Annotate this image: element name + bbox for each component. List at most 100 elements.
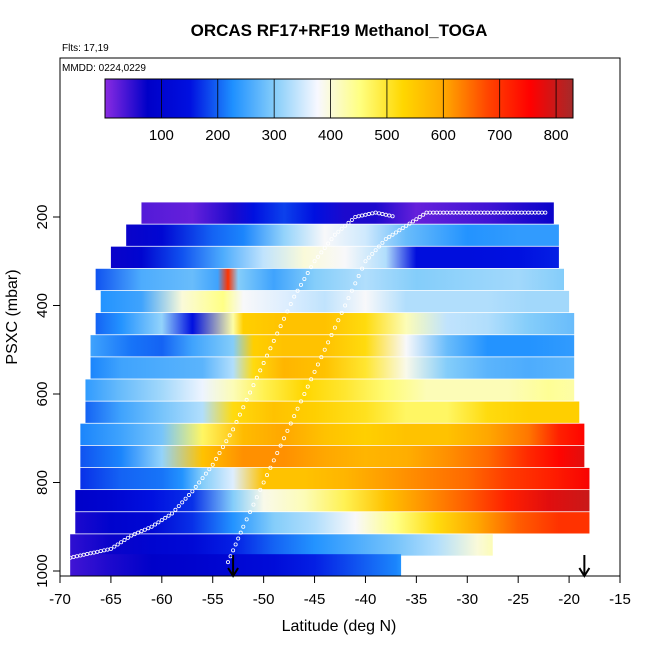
heatmap-row — [126, 224, 559, 246]
colorbar-tick-label: 700 — [487, 127, 512, 144]
track-point — [248, 509, 253, 514]
track-point — [360, 266, 365, 271]
track-point — [421, 212, 426, 217]
heatmap-row — [80, 445, 585, 468]
y-tick-label: 1000 — [34, 554, 51, 587]
colorbar-tick-label: 400 — [318, 127, 343, 144]
track-point — [309, 265, 314, 270]
track-point — [336, 318, 341, 323]
track-point — [183, 496, 188, 501]
track-point — [265, 473, 270, 478]
track-point — [410, 219, 415, 224]
track-point — [322, 245, 327, 250]
track-point — [339, 226, 344, 231]
y-tick-label: 400 — [34, 293, 51, 318]
track-point — [377, 244, 382, 249]
track-point — [343, 303, 348, 308]
track-point — [149, 524, 154, 529]
track-point — [315, 362, 320, 367]
track-point — [329, 237, 334, 242]
track-point — [407, 221, 412, 226]
track-point — [217, 450, 222, 455]
track-point — [207, 467, 212, 472]
track-point — [176, 504, 181, 509]
x-tick-label: -15 — [609, 591, 631, 608]
colorbar: 100 200 300 400 500 600 700 800 — [104, 78, 574, 144]
track-point — [224, 439, 229, 444]
track-point — [298, 399, 303, 404]
heatmap-row — [95, 313, 575, 335]
track-point — [363, 259, 368, 264]
y-axis: 200 400 600 800 1000 — [34, 204, 60, 588]
track-point — [139, 529, 144, 534]
track-point — [326, 340, 331, 345]
track-point — [373, 248, 378, 253]
track-point — [200, 476, 205, 481]
track-point — [173, 507, 178, 512]
track-point — [244, 397, 249, 402]
track-point — [397, 228, 402, 233]
track-point — [329, 332, 334, 337]
track-point — [281, 436, 286, 441]
track-point — [112, 544, 117, 549]
track-point — [322, 347, 327, 352]
track-point — [231, 427, 236, 432]
track-point — [288, 302, 293, 307]
track-point — [353, 281, 358, 286]
heatmap-row — [100, 290, 570, 313]
track-point — [241, 405, 246, 410]
track-point — [225, 560, 230, 565]
track-point — [336, 229, 341, 234]
track-point — [268, 346, 273, 351]
track-point — [142, 527, 147, 532]
track-point — [190, 489, 195, 494]
x-tick-label: -20 — [558, 591, 580, 608]
track-point — [349, 217, 354, 222]
heatmap-row — [70, 534, 493, 556]
track-point — [237, 412, 242, 417]
flights-note: Flts: 17,19 — [62, 43, 109, 54]
heatmap-rows — [70, 202, 590, 576]
track-point — [119, 540, 124, 545]
track-point — [356, 273, 361, 278]
track-point — [115, 542, 120, 547]
track-point — [275, 450, 280, 455]
colorbar-tick-label: 100 — [149, 127, 174, 144]
track-point — [332, 325, 337, 330]
x-tick-label: -45 — [304, 591, 326, 608]
y-tick-label: 600 — [34, 381, 51, 406]
track-point — [156, 520, 161, 525]
track-point — [251, 383, 256, 388]
track-point — [258, 487, 263, 492]
track-point — [285, 428, 290, 433]
track-point — [288, 421, 293, 426]
heatmap-row — [80, 423, 585, 446]
track-point — [197, 480, 202, 485]
colorbar-tick-label: 300 — [262, 127, 287, 144]
track-point — [302, 391, 307, 396]
track-point — [132, 532, 137, 537]
track-point — [309, 377, 314, 382]
track-point — [275, 331, 280, 336]
track-point — [302, 276, 307, 281]
x-tick-label: -70 — [49, 591, 71, 608]
track-point — [159, 518, 164, 523]
track-point — [390, 214, 395, 219]
x-tick-label: -25 — [507, 591, 529, 608]
track-point — [404, 223, 409, 228]
x-axis: -70 -65 -60 -55 -50 -45 -40 -35 -30 -25 -20 -15 — [49, 576, 631, 608]
track-point — [186, 493, 191, 498]
track-point — [326, 241, 331, 246]
track-point — [278, 324, 283, 329]
track-point — [258, 368, 263, 373]
track-point — [387, 234, 392, 239]
track-point — [153, 522, 158, 527]
track-point — [220, 445, 225, 450]
track-point — [312, 369, 317, 374]
track-point — [166, 513, 171, 518]
track-point — [231, 548, 236, 553]
track-point — [292, 294, 297, 299]
track-point — [214, 456, 219, 461]
track-point — [241, 524, 246, 529]
track-point — [366, 255, 371, 260]
